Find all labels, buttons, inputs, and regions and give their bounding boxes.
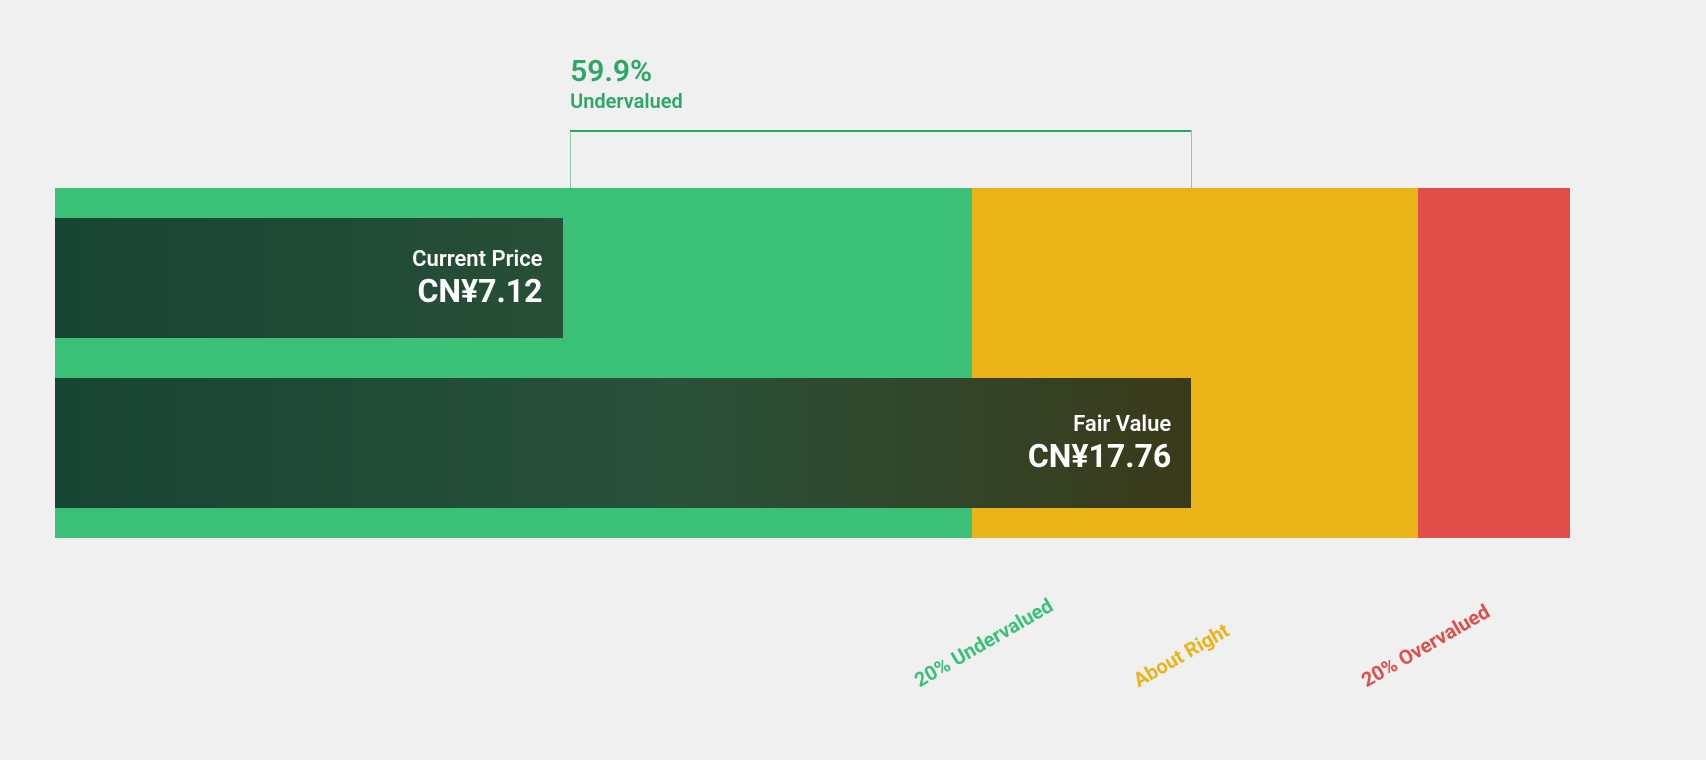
fair-value-bar: Fair Value CN¥17.76 [55,378,1191,508]
current-price-value: CN¥7.12 [412,272,542,310]
axis-label-about-right: About Right [1129,618,1233,692]
valuation-percent: 59.9% [570,55,683,88]
zone-overvalued [1418,188,1570,538]
axis-label-overvalued: 20% Overvalued [1357,599,1494,692]
bracket-horizontal [570,130,1191,132]
current-price-bar: Current Price CN¥7.12 [55,218,563,338]
current-price-label: Current Price [412,247,542,272]
valuation-annotation: 59.9% Undervalued [570,55,683,114]
bracket-vertical-right [1191,130,1192,188]
fair-value-value: CN¥17.76 [1028,437,1171,475]
valuation-status-label: Undervalued [570,88,683,114]
fair-value-label: Fair Value [1028,412,1171,437]
axis-label-undervalued: 20% Undervalued [910,593,1057,692]
bracket-vertical-left [570,130,571,188]
